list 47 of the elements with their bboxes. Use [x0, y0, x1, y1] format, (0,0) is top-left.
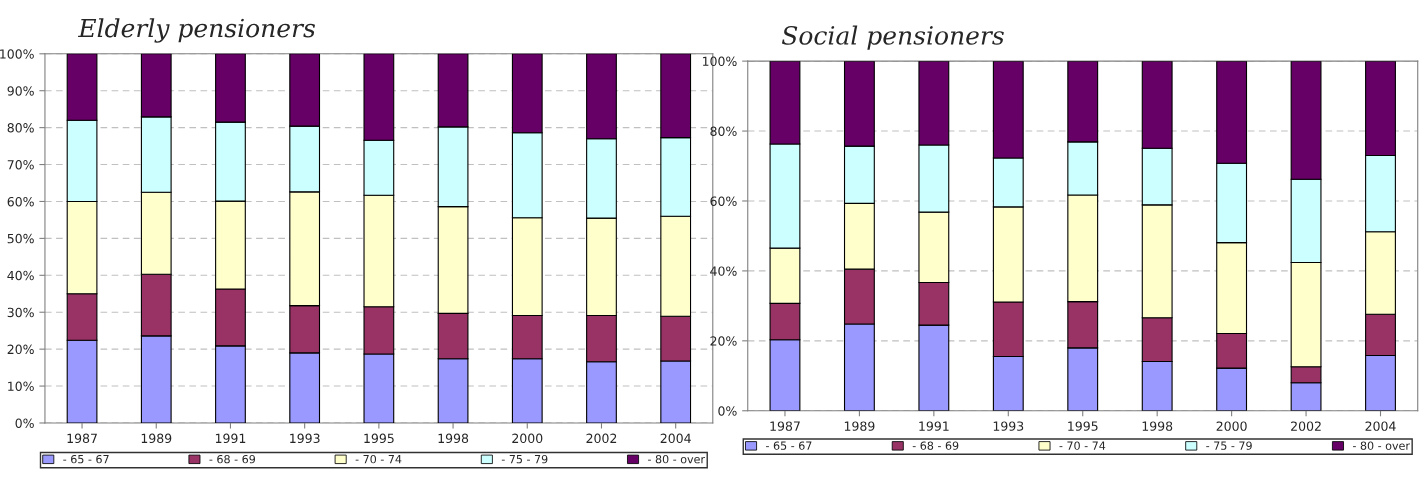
y-tick-label: 20% — [7, 344, 34, 355]
x-tick-label: 1993 — [290, 433, 320, 444]
x-tick-label: 1989 — [844, 421, 875, 431]
x-tick-label: 2000 — [1216, 421, 1247, 431]
y-tick-label: 90% — [7, 86, 34, 96]
legend-label: - 65 - 67 — [63, 454, 109, 464]
x-tick-label: 1987 — [67, 433, 97, 444]
y-tick-label: 0% — [15, 418, 34, 428]
legend-label: - 80 - over — [1352, 441, 1410, 450]
y-tick-label: 100% — [0, 49, 34, 59]
x-tick-label: 1998 — [438, 433, 469, 444]
x-tick-label: 2000 — [512, 433, 543, 444]
legend-label: - 70 - 74 — [1059, 441, 1106, 450]
x-tick-label: 2004 — [660, 433, 691, 444]
y-tick-label: 10% — [8, 381, 34, 391]
x-tick-label: 1998 — [1142, 421, 1173, 431]
y-tick-label: 0% — [718, 406, 737, 416]
legend-label: - 75 - 79 — [1206, 441, 1252, 450]
legend-label: - 68 - 69 — [912, 441, 959, 450]
y-tick-label: 40% — [7, 270, 34, 281]
x-tick-label: 1993 — [993, 421, 1024, 431]
y-tick-label: 60% — [710, 196, 737, 206]
x-tick-label: 1991 — [215, 433, 246, 444]
legend-label: - 70 - 74 — [355, 454, 402, 464]
x-tick-label: 1995 — [364, 433, 394, 444]
legend-label: - 75 - 79 — [501, 454, 548, 464]
y-tick-label: 20% — [710, 336, 737, 346]
legend-label: - 80 - over — [648, 454, 706, 464]
x-tick-label: 1995 — [1068, 421, 1098, 431]
chart-title: Elderly pensioners — [77, 18, 315, 43]
x-tick-label: 2002 — [586, 433, 617, 444]
y-tick-label: 30% — [7, 307, 34, 318]
x-tick-label: 1989 — [141, 433, 172, 444]
y-tick-label: 50% — [7, 233, 34, 244]
legend-label: - 65 - 67 — [766, 441, 812, 450]
y-tick-label: 100% — [702, 56, 737, 67]
x-tick-label: 1991 — [919, 421, 949, 431]
y-tick-label: 80% — [7, 123, 34, 133]
x-tick-label: 2002 — [1291, 421, 1321, 431]
x-tick-label: 1987 — [770, 421, 800, 431]
legend-label: - 68 - 69 — [209, 454, 256, 464]
y-tick-label: 40% — [710, 266, 737, 276]
y-tick-label: 70% — [7, 160, 34, 170]
chart-title: Social pensioners — [781, 25, 1004, 50]
y-tick-label: 60% — [7, 196, 34, 207]
x-tick-label: 2004 — [1365, 421, 1396, 431]
y-tick-label: 80% — [710, 126, 737, 136]
